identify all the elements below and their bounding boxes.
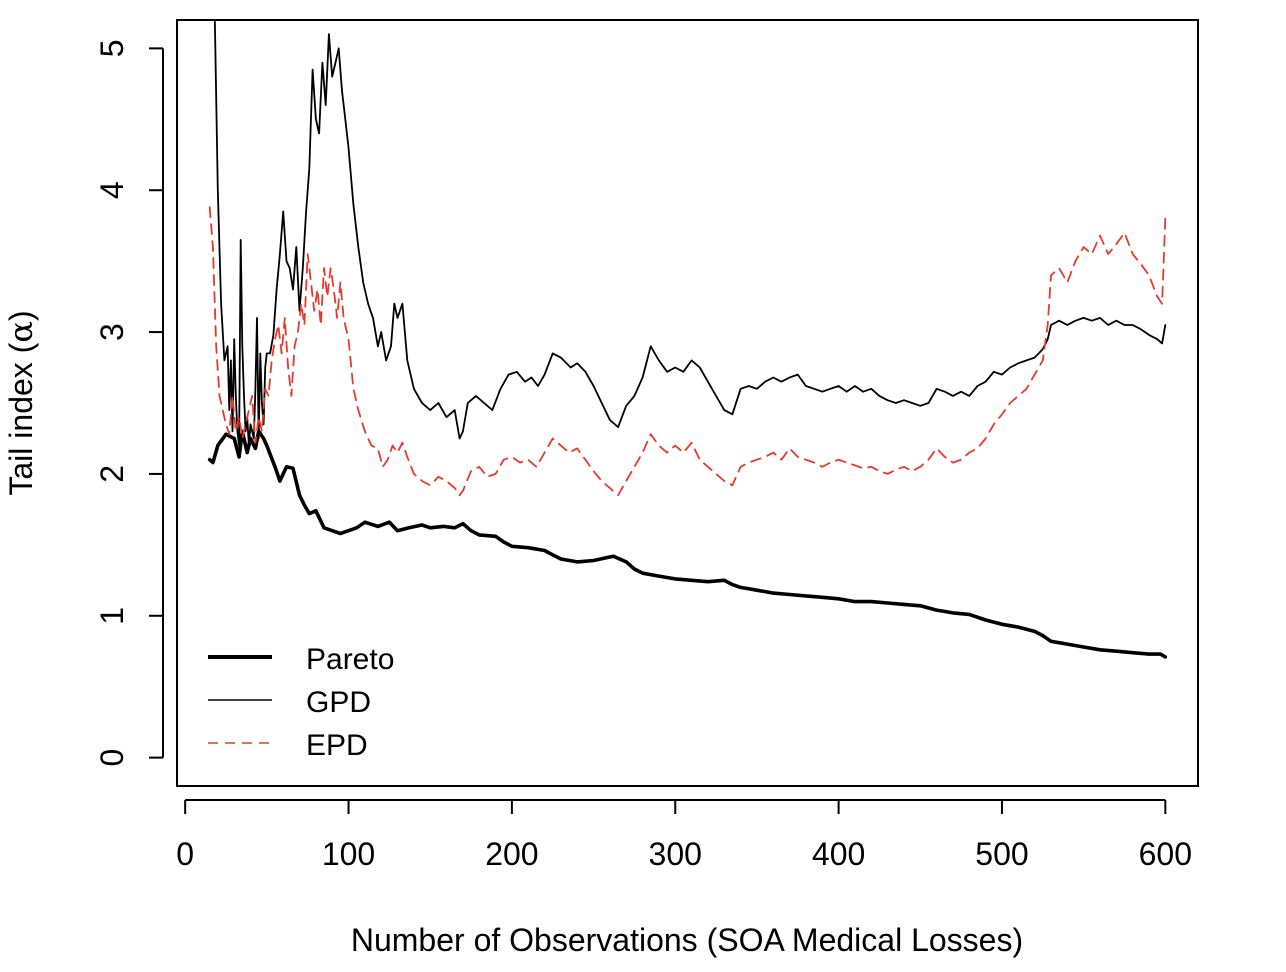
legend-pareto-label: Pareto bbox=[306, 643, 394, 676]
x-tick-label: 400 bbox=[812, 836, 865, 872]
x-tick-label: 0 bbox=[176, 836, 194, 872]
y-tick-label: 2 bbox=[94, 465, 130, 483]
y-axis: 0 1 2 3 4 5 bbox=[94, 40, 164, 767]
y-axis-label-prefix: Tail index ( bbox=[3, 342, 39, 495]
legend-gpd-label: GPD bbox=[306, 686, 371, 719]
y-axis-label: Tail index (α) bbox=[2, 310, 40, 495]
legend-epd-label: EPD bbox=[306, 729, 368, 762]
y-tick-label: 1 bbox=[94, 607, 130, 625]
y-axis-label-symbol: α bbox=[2, 321, 40, 343]
legend: Pareto GPD EPD bbox=[208, 643, 394, 762]
y-tick-label: 3 bbox=[94, 323, 130, 341]
x-tick-label: 500 bbox=[975, 836, 1028, 872]
plot-frame bbox=[176, 19, 1199, 787]
x-tick-label: 300 bbox=[649, 836, 702, 872]
y-tick-label: 0 bbox=[94, 749, 130, 767]
x-tick-label: 100 bbox=[322, 836, 375, 872]
x-axis: 0 100 200 300 400 500 600 bbox=[176, 799, 1192, 872]
y-axis-label-suffix: ) bbox=[3, 310, 39, 321]
series-line-gpd bbox=[213, 20, 1167, 447]
series-line-pareto bbox=[207, 429, 1168, 659]
series-layer bbox=[207, 20, 1168, 659]
x-tick-label: 200 bbox=[485, 836, 538, 872]
x-tick-label: 600 bbox=[1139, 836, 1192, 872]
y-tick-label: 5 bbox=[94, 40, 130, 58]
series-line-epd bbox=[208, 206, 1167, 497]
x-axis-label: Number of Observations (SOA Medical Loss… bbox=[351, 922, 1023, 958]
y-tick-label: 4 bbox=[94, 181, 130, 199]
